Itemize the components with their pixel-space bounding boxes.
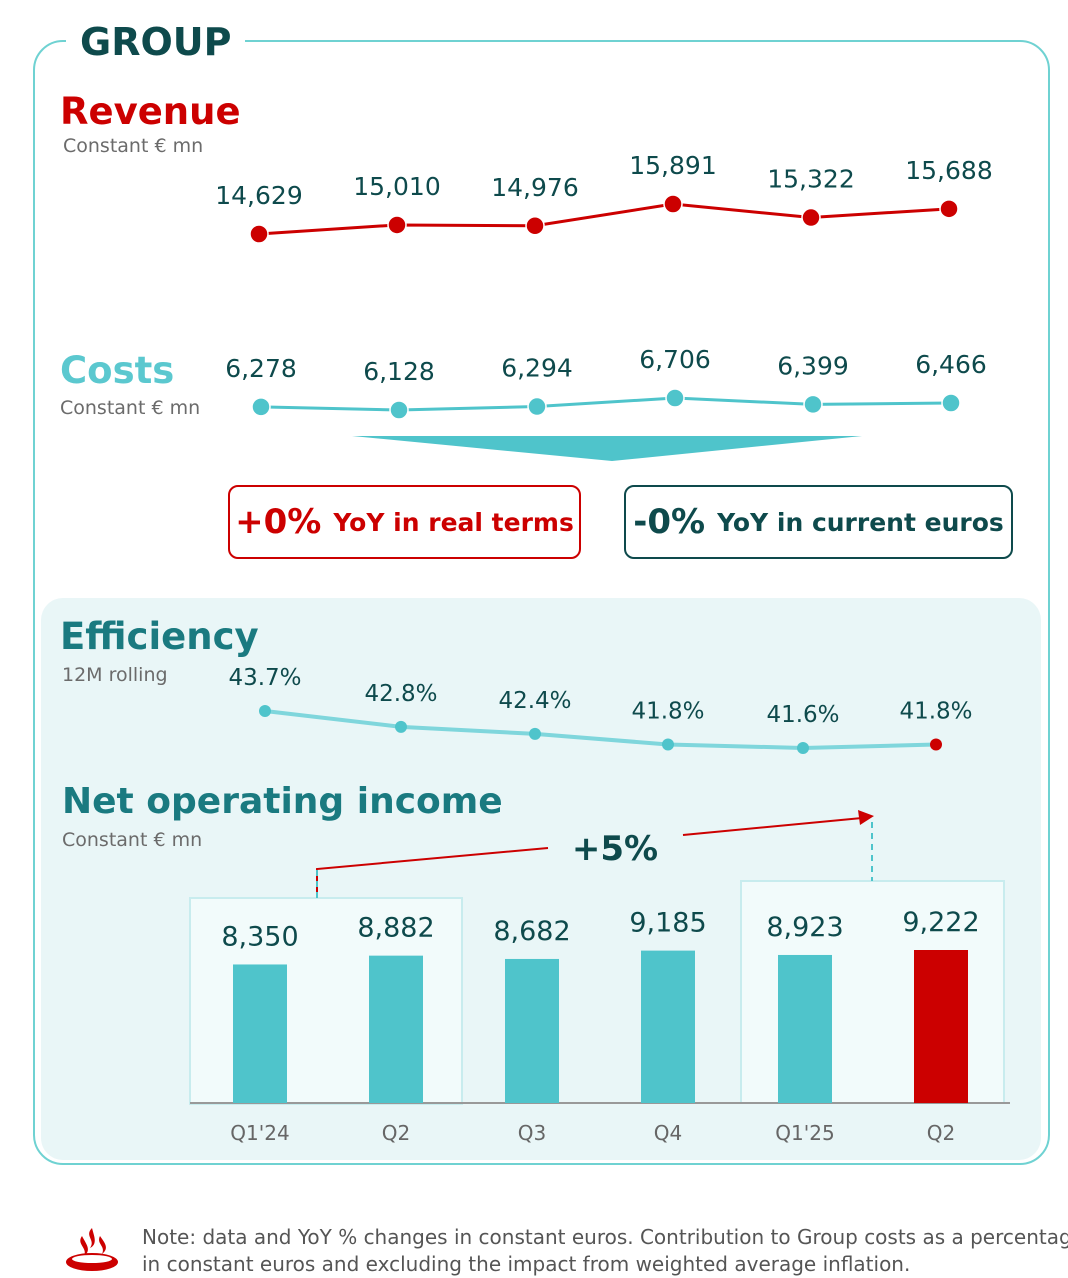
noi-bar-1 [233, 964, 287, 1103]
noi-bar-label-4: 9,185 [629, 908, 706, 939]
noi-bar-5 [778, 954, 832, 1103]
revenue-point-5 [801, 207, 821, 228]
revenue-data-label-5: 15,322 [767, 165, 854, 194]
costs-point-4 [665, 388, 685, 408]
yoy-real-text: YoY in real terms [333, 507, 574, 537]
yoy-real-terms-badge: +0% YoY in real terms [228, 485, 581, 559]
noi-category-label-6: Q2 [927, 1121, 955, 1145]
revenue-data-label-3: 14,976 [491, 173, 578, 202]
noi-category-label-5: Q1'25 [775, 1121, 834, 1145]
growth-label: +5% [572, 829, 658, 869]
noi-title: Net operating income [62, 781, 503, 822]
efficiency-point-4 [662, 738, 674, 751]
group-frame [33, 40, 1050, 1165]
efficiency-unit: 12M rolling [62, 664, 168, 686]
efficiency-title: Efficiency [60, 615, 259, 658]
costs-data-label-2: 6,128 [363, 357, 435, 386]
revenue-data-label-1: 14,629 [215, 181, 302, 210]
noi-bar-4 [641, 950, 695, 1103]
noi-bar-label-2: 8,882 [357, 913, 434, 944]
costs-series-line [260, 396, 952, 412]
revenue-point-2 [387, 215, 407, 235]
noi-category-label-1: Q1'24 [230, 1121, 289, 1145]
revenue-point-6 [939, 199, 959, 219]
efficiency-data-label-3: 42.4% [498, 688, 571, 714]
costs-wedge-shape [352, 436, 862, 461]
efficiency-data-label-5: 41.6% [766, 702, 839, 728]
efficiency-point-6 [930, 738, 942, 751]
revenue-data-label-6: 15,688 [905, 156, 992, 185]
group-title: GROUP [66, 18, 246, 66]
footnote-line-2: in constant euros and excluding the impa… [142, 1252, 911, 1276]
efficiency-data-label-2: 42.8% [364, 681, 437, 707]
revenue-series-line [258, 202, 950, 236]
noi-bar-2 [369, 955, 423, 1103]
costs-point-2 [389, 400, 409, 420]
efficiency-data-label-4: 41.8% [631, 698, 704, 724]
efficiency-point-1 [259, 705, 271, 717]
footnote: Note: data and YoY % changes in constant… [142, 1224, 1068, 1278]
costs-data-label-6: 6,466 [915, 350, 987, 379]
noi-bar-label-5: 8,923 [766, 912, 843, 943]
efficiency-data-label-6: 41.8% [899, 698, 972, 724]
noi-bar-label-6: 9,222 [902, 907, 979, 938]
santander-flame-logo [66, 1228, 118, 1271]
noi-category-label-3: Q3 [518, 1121, 546, 1145]
noi-category-label-4: Q4 [654, 1121, 682, 1145]
noi-bar-6 [914, 950, 968, 1103]
efficiency-point-2 [395, 720, 407, 733]
growth-connector-right [682, 817, 863, 836]
revenue-data-label-4: 15,891 [629, 151, 716, 180]
costs-data-label-3: 6,294 [501, 354, 573, 383]
yoy-real-value: +0% [235, 502, 322, 542]
costs-data-label-1: 6,278 [225, 354, 297, 383]
revenue-unit: Constant € mn [63, 135, 204, 157]
revenue-point-4 [663, 194, 683, 214]
revenue-point-1 [249, 224, 269, 244]
efficiency-point-5 [797, 742, 809, 754]
growth-arrowhead [858, 810, 874, 825]
costs-unit: Constant € mn [60, 397, 201, 419]
efficiency-point-3 [529, 727, 541, 740]
costs-point-1 [251, 397, 271, 417]
costs-title: Costs [60, 349, 175, 392]
footnote-line-1: Note: data and YoY % changes in constant… [142, 1225, 1068, 1249]
yoy-current-value: -0% [633, 502, 706, 542]
noi-bar-label-1: 8,350 [221, 921, 298, 952]
costs-point-3 [527, 396, 547, 417]
costs-data-label-4: 6,706 [639, 345, 711, 374]
costs-point-6 [941, 393, 961, 413]
revenue-data-label-2: 15,010 [353, 172, 440, 201]
revenue-point-3 [525, 216, 545, 236]
noi-category-label-2: Q2 [382, 1121, 410, 1145]
efficiency-data-label-1: 43.7% [228, 665, 301, 691]
costs-point-5 [803, 394, 823, 415]
costs-data-label-5: 6,399 [777, 351, 849, 380]
noi-unit: Constant € mn [62, 829, 203, 851]
yoy-current-text: YoY in current euros [717, 507, 1004, 537]
noi-bar-label-3: 8,682 [493, 916, 570, 947]
efficiency-series-line [264, 709, 937, 751]
revenue-title: Revenue [60, 90, 241, 133]
yoy-current-euros-badge: -0% YoY in current euros [624, 485, 1013, 559]
growth-connector-left [316, 847, 549, 898]
noi-bar-3 [505, 958, 559, 1103]
